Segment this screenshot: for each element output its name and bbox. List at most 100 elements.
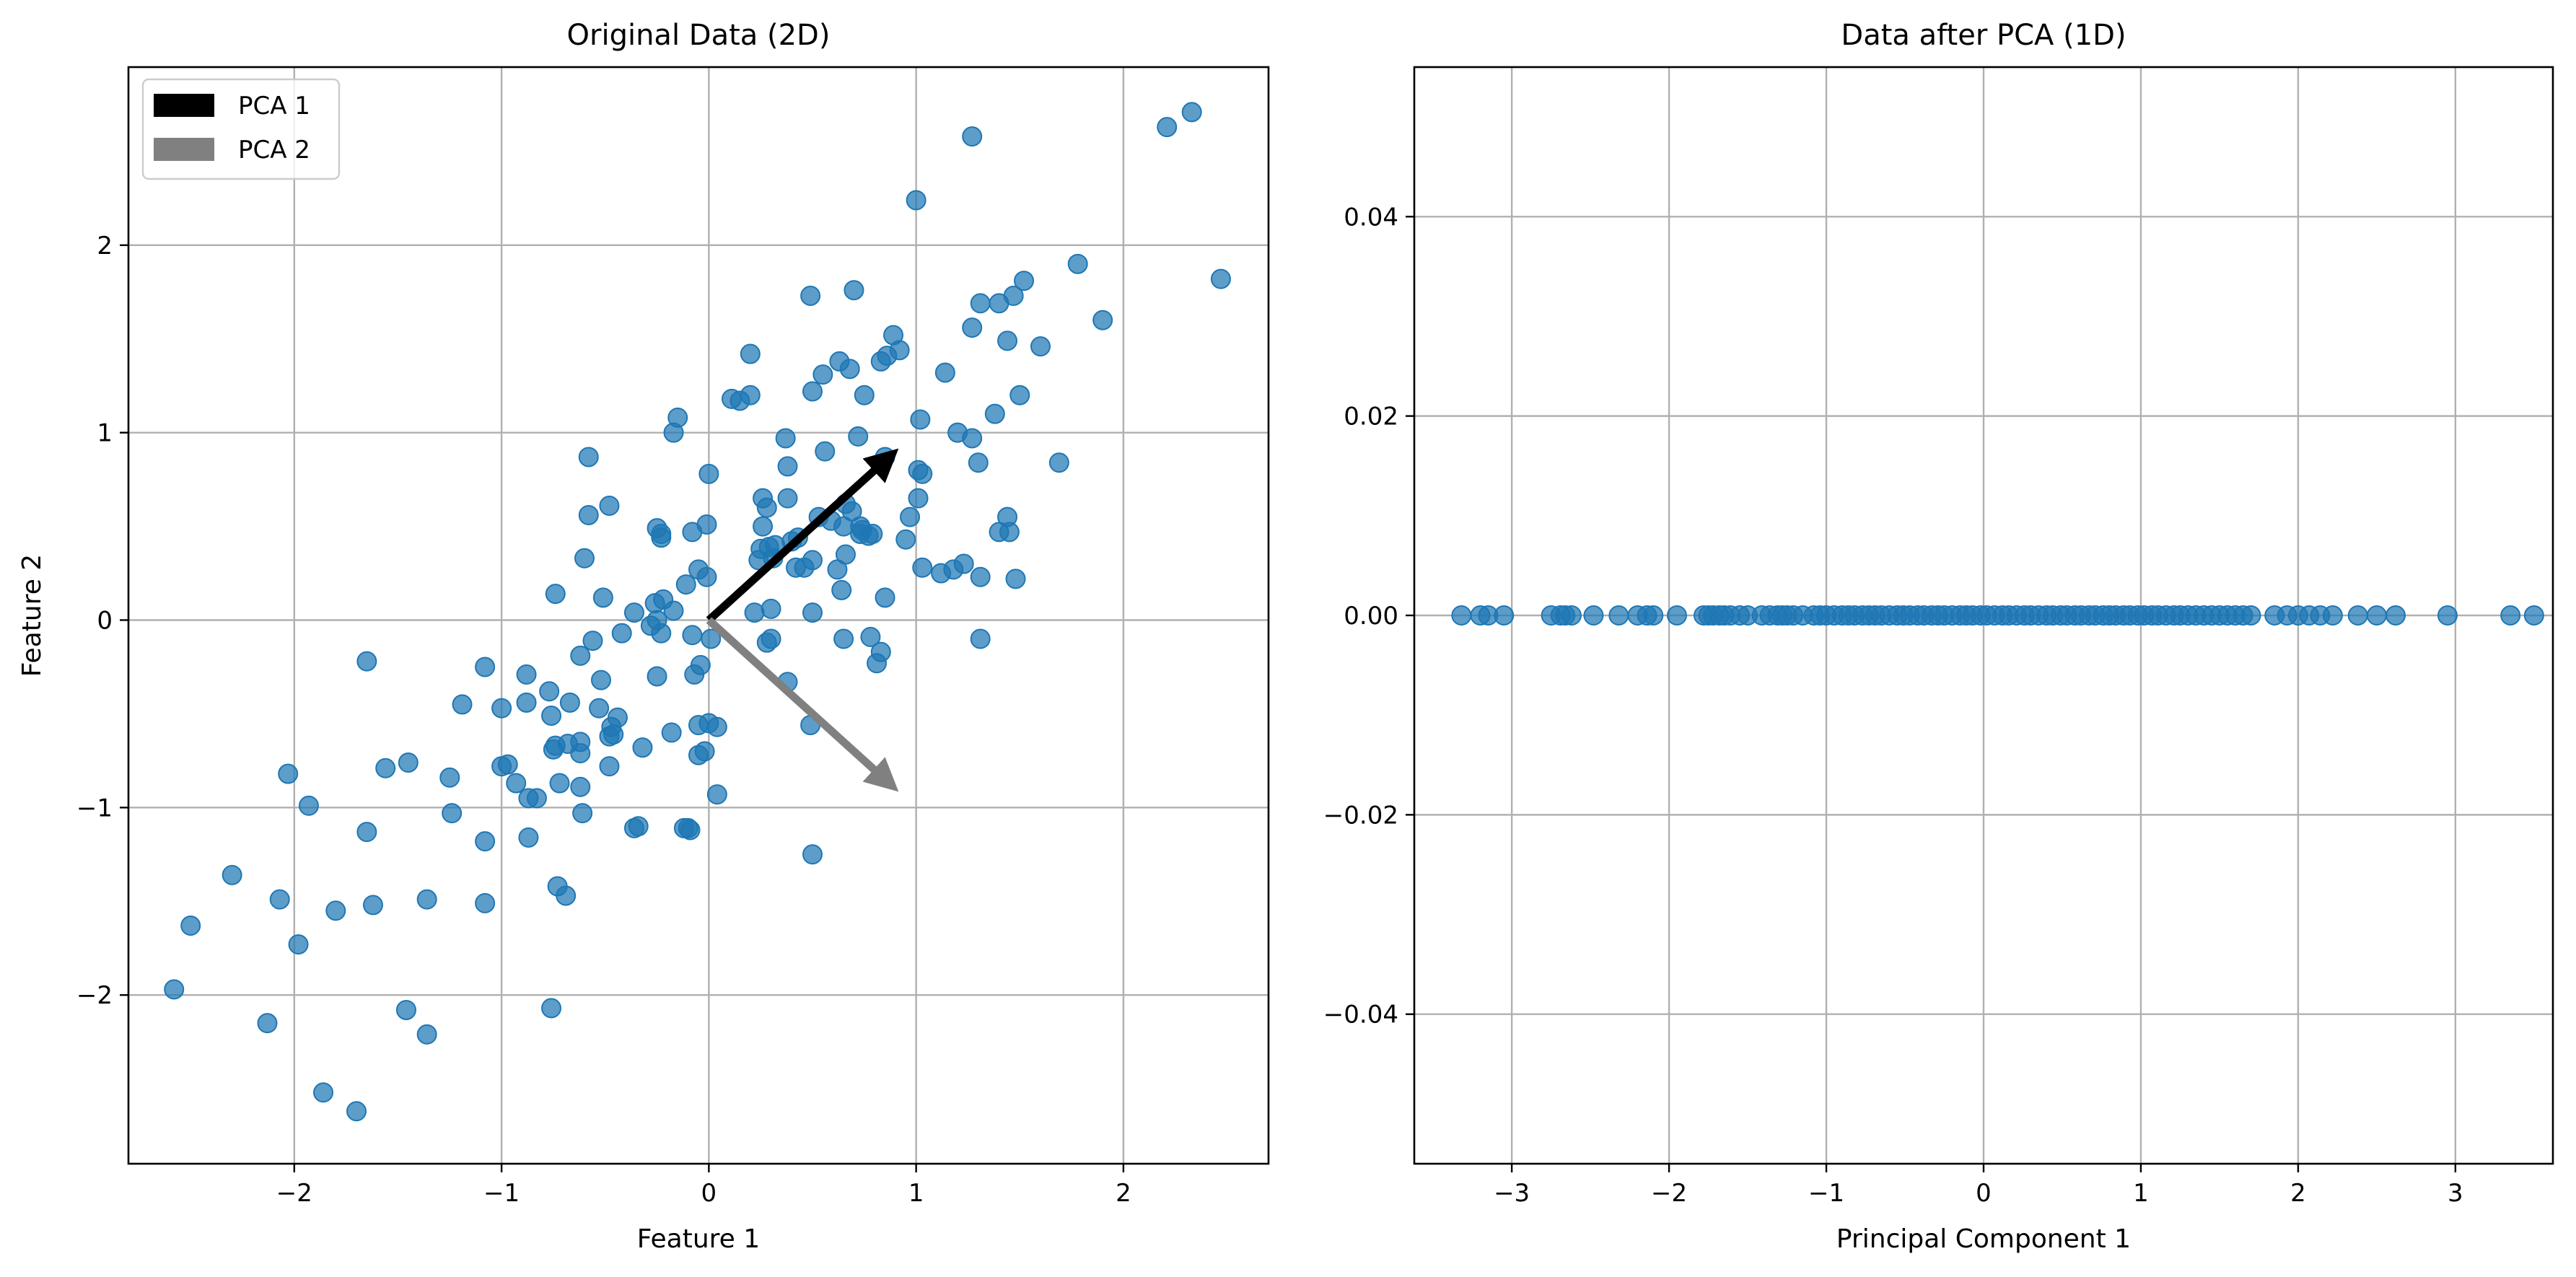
- data-point: [2240, 605, 2261, 626]
- x-tick-label: 0: [701, 1179, 717, 1208]
- data-point: [1561, 605, 1582, 626]
- x-tick-label: −2: [276, 1179, 312, 1208]
- data-point: [599, 496, 620, 516]
- data-point: [812, 364, 833, 385]
- data-point: [802, 381, 823, 402]
- data-point: [582, 631, 603, 651]
- data-point: [346, 1101, 367, 1122]
- data-point: [589, 698, 610, 719]
- y-tick-label: −0.02: [1323, 801, 1398, 830]
- y-tick-label: 1: [97, 419, 113, 448]
- data-point: [288, 934, 309, 955]
- data-point: [663, 600, 684, 621]
- pca-vectors: [706, 448, 899, 792]
- data-point: [491, 756, 512, 777]
- data-point: [180, 916, 201, 936]
- data-point: [912, 557, 933, 578]
- data-point: [688, 745, 709, 765]
- data-point: [590, 670, 611, 690]
- x-tick-label: −1: [1808, 1179, 1844, 1208]
- data-point: [439, 767, 460, 788]
- data-point: [362, 895, 383, 916]
- data-point: [632, 737, 653, 758]
- data-point: [908, 488, 929, 509]
- data-point: [1643, 605, 1664, 626]
- plot-frame: [127, 66, 1270, 1165]
- data-point: [539, 681, 560, 702]
- data-point: [1092, 310, 1113, 330]
- data-point: [833, 516, 854, 537]
- data-point: [592, 587, 613, 608]
- data-point: [578, 447, 599, 468]
- data-point: [599, 756, 620, 777]
- projected-points: [1451, 605, 2544, 626]
- data-points: [164, 102, 1231, 1122]
- x-tick-label: 1: [908, 1179, 924, 1208]
- y-tick-label: −0.04: [1323, 1001, 1398, 1030]
- data-point: [475, 831, 496, 852]
- data-point: [1181, 102, 1202, 123]
- data-point: [962, 428, 983, 449]
- data-point: [1210, 268, 1231, 289]
- original-data-chart: Original Data (2D) −2 −1 0 1 2 −2 −1 0 1 2 Featu…: [17, 19, 1270, 1254]
- data-point: [706, 716, 727, 737]
- x-tick-label: −1: [483, 1179, 520, 1208]
- data-point: [526, 788, 547, 809]
- data-point: [164, 979, 185, 1000]
- data-point: [1067, 253, 1088, 274]
- data-point: [269, 889, 290, 910]
- legend-swatch-pca2: [154, 138, 214, 161]
- data-point: [833, 628, 854, 649]
- y-tick-label: 0.00: [1344, 602, 1398, 631]
- data-point: [2386, 605, 2406, 626]
- data-point: [1608, 605, 1629, 626]
- x-tick-label: 1: [2133, 1179, 2149, 1208]
- data-point: [570, 645, 591, 666]
- data-point: [491, 698, 512, 719]
- data-point: [1030, 336, 1051, 357]
- data-point: [802, 550, 823, 571]
- data-point: [651, 527, 672, 548]
- data-point: [970, 566, 991, 587]
- data-point: [802, 844, 823, 865]
- data-point: [647, 666, 667, 687]
- legend-swatch-pca1: [154, 94, 214, 117]
- data-point: [398, 752, 419, 773]
- y-tick-label: 0.04: [1344, 203, 1398, 232]
- data-point: [651, 623, 672, 644]
- data-point: [962, 126, 983, 147]
- data-point: [870, 351, 891, 372]
- data-point: [375, 758, 396, 778]
- x-tick-label: −3: [1494, 1179, 1530, 1208]
- data-point: [999, 522, 1020, 543]
- data-point: [1014, 271, 1035, 291]
- data-point: [257, 1013, 278, 1034]
- data-point: [516, 692, 537, 713]
- data-point: [543, 739, 564, 760]
- data-point: [831, 579, 852, 600]
- x-tick-label: 3: [2448, 1179, 2463, 1208]
- pca2-arrow: [706, 617, 899, 792]
- data-point: [2322, 605, 2343, 626]
- y-tick-label: 0.02: [1344, 403, 1398, 431]
- data-point: [516, 664, 537, 685]
- data-point: [680, 820, 701, 841]
- data-point: [906, 190, 926, 211]
- data-point: [696, 566, 717, 587]
- data-point: [578, 504, 599, 525]
- data-point: [962, 317, 983, 338]
- data-point: [970, 628, 991, 649]
- chart-title: Data after PCA (1D): [1841, 19, 2126, 52]
- data-point: [549, 773, 570, 794]
- data-point: [775, 428, 796, 449]
- data-point: [518, 827, 539, 848]
- data-point: [1451, 605, 1472, 626]
- data-point: [325, 900, 346, 921]
- data-point: [756, 632, 777, 653]
- data-point: [984, 403, 1005, 424]
- data-point: [278, 763, 299, 784]
- y-axis-label: Feature 2: [17, 554, 47, 677]
- data-point: [761, 598, 781, 619]
- data-point: [2437, 605, 2458, 626]
